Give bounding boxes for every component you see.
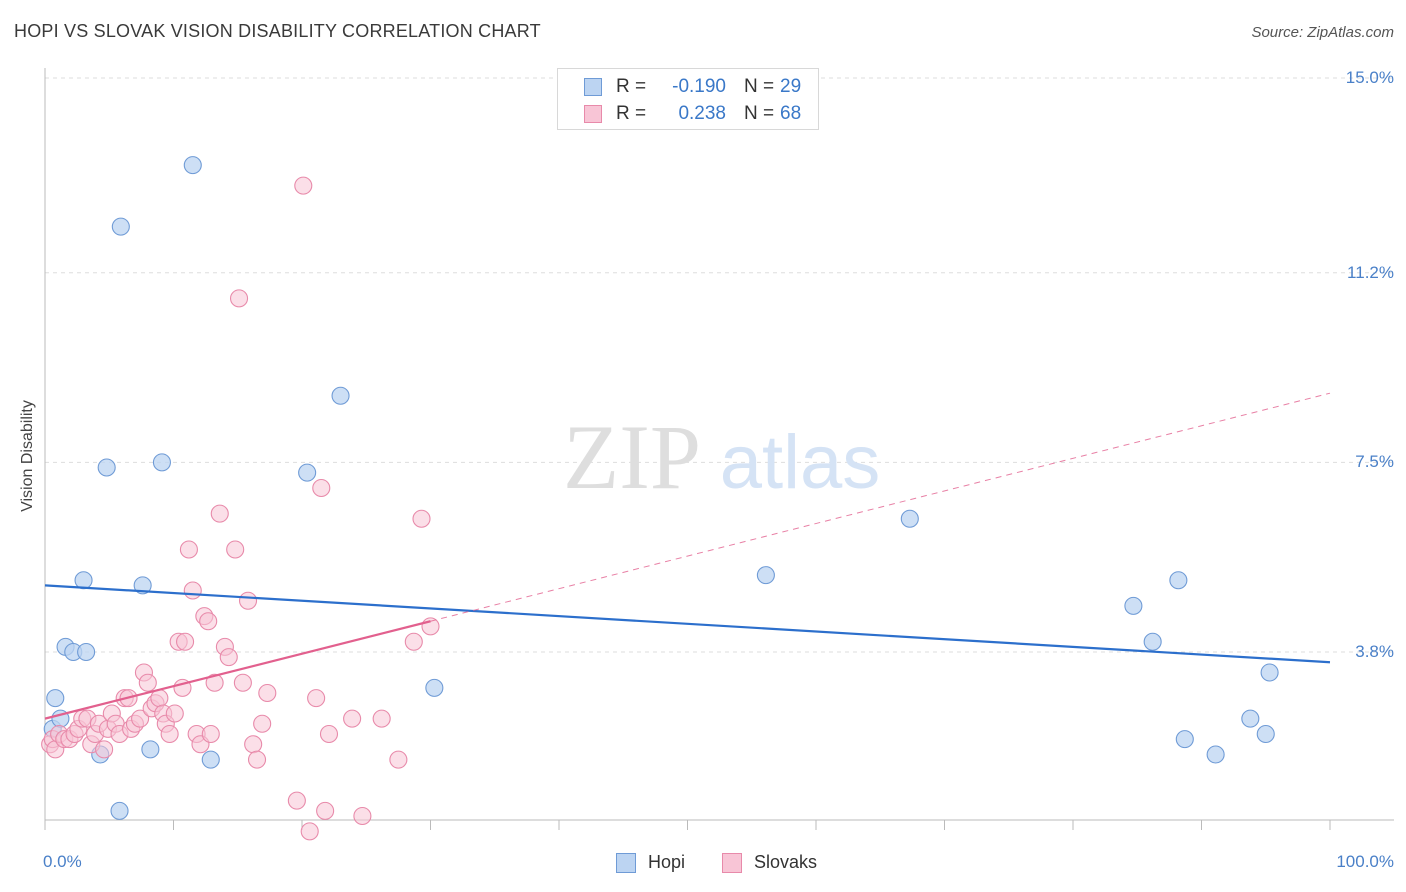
axes bbox=[44, 68, 1394, 830]
hopi-point bbox=[1124, 596, 1143, 615]
source-label: Source: ZipAtlas.com bbox=[1251, 24, 1394, 41]
slovak-point bbox=[316, 801, 335, 820]
y-tick-label: 7.5% bbox=[1355, 452, 1394, 472]
slovak-point bbox=[210, 504, 229, 523]
slovak-point bbox=[138, 673, 157, 692]
hopi-point bbox=[46, 689, 65, 708]
legend-item-hopi[interactable]: Hopi bbox=[616, 852, 685, 873]
slovak-point bbox=[353, 806, 372, 826]
slovak-point bbox=[199, 612, 218, 631]
legend-r-value: -0.190 bbox=[672, 76, 726, 97]
legend-n-label: N = bbox=[744, 76, 775, 97]
slovak-point bbox=[412, 509, 431, 528]
hopi-trendline bbox=[44, 584, 1331, 664]
y-tick-label: 15.0% bbox=[1345, 68, 1394, 87]
x-tick-label: 100.0% bbox=[1336, 852, 1394, 871]
slovak-point bbox=[179, 540, 198, 559]
slovak-point bbox=[372, 709, 391, 728]
legend-n-value: 68 bbox=[780, 103, 802, 124]
slovak-point bbox=[258, 683, 277, 703]
y-tick-label: 3.8% bbox=[1355, 642, 1394, 661]
slovak-point bbox=[253, 714, 272, 733]
legend-r-label: R = bbox=[616, 103, 647, 124]
hopi-point bbox=[331, 386, 350, 405]
chart-title: HOPI VS SLOVAK VISION DISABILITY CORRELA… bbox=[14, 21, 541, 41]
trendlines bbox=[44, 392, 1331, 720]
slovak-point bbox=[307, 689, 326, 708]
legend-row-slovaks: R = 0.238 N = 68 bbox=[584, 102, 801, 126]
hopi-point bbox=[1241, 709, 1260, 728]
slovak-point bbox=[238, 591, 258, 610]
slovak-point bbox=[160, 724, 179, 744]
slovak-point bbox=[233, 673, 252, 692]
slovak-point bbox=[247, 750, 267, 769]
watermark-zip: ZIP bbox=[563, 406, 701, 508]
hopi-point bbox=[1175, 730, 1194, 749]
hopi-point bbox=[74, 571, 93, 590]
hopi-legend-label: Hopi bbox=[648, 852, 686, 872]
correlation-legend: R = -0.190 N = 29 R = 0.238 N = 68 bbox=[557, 68, 819, 130]
gridlines bbox=[45, 77, 1394, 653]
hopi-point bbox=[152, 453, 171, 472]
slovak-point bbox=[294, 176, 313, 195]
slovak-swatch bbox=[584, 105, 602, 123]
slovak-point bbox=[300, 822, 319, 841]
hopi-point bbox=[201, 750, 220, 769]
slovak-point bbox=[404, 632, 423, 651]
legend-r-label: R = bbox=[616, 76, 647, 97]
slovak-point bbox=[312, 478, 331, 498]
slovak-point bbox=[219, 648, 238, 667]
hopi-point bbox=[1143, 632, 1162, 651]
slovak-point bbox=[201, 724, 220, 744]
slovak-legend-swatch bbox=[722, 852, 742, 873]
hopi-legend-swatch bbox=[616, 852, 636, 873]
hopi-point bbox=[1206, 745, 1225, 764]
slovak-point bbox=[421, 617, 440, 636]
hopi-point bbox=[110, 801, 129, 820]
hopi-point bbox=[111, 217, 130, 236]
slovak-point bbox=[229, 289, 249, 308]
legend-item-slovaks[interactable]: Slovaks bbox=[722, 852, 817, 873]
watermark-atlas: atlas bbox=[720, 420, 881, 505]
legend-row-hopi: R = -0.190 N = 29 bbox=[584, 75, 801, 99]
hopi-point bbox=[900, 509, 919, 528]
slovak-point bbox=[343, 709, 362, 728]
slovak-point bbox=[176, 632, 195, 651]
hopi-point bbox=[756, 566, 775, 585]
hopi-point bbox=[97, 458, 116, 477]
hopi-point bbox=[133, 576, 152, 595]
hopi-points bbox=[43, 156, 1279, 820]
hopi-point bbox=[183, 156, 202, 175]
x-tick-label: 0.0% bbox=[43, 852, 82, 871]
slovak-point bbox=[95, 740, 114, 759]
slovak-point bbox=[205, 673, 224, 692]
slovak-point bbox=[319, 724, 339, 744]
hopi-swatch bbox=[584, 78, 602, 96]
slovak-points bbox=[41, 176, 440, 841]
slovak-trendline bbox=[44, 620, 431, 720]
hopi-point bbox=[1256, 724, 1275, 744]
hopi-point bbox=[141, 740, 160, 759]
hopi-point bbox=[1260, 663, 1279, 682]
legend-n-label: N = bbox=[744, 103, 775, 124]
slovak-trendline-extension bbox=[430, 392, 1331, 622]
legend-r-value: 0.238 bbox=[678, 103, 726, 124]
hopi-point bbox=[1169, 571, 1188, 590]
hopi-point bbox=[298, 463, 317, 482]
y-tick-label: 11.2% bbox=[1347, 262, 1394, 282]
hopi-point bbox=[77, 642, 96, 662]
slovak-legend-label: Slovaks bbox=[754, 852, 818, 872]
series-legend: Hopi Slovaks bbox=[0, 852, 1406, 876]
slovak-point bbox=[244, 735, 263, 754]
slovak-point bbox=[183, 581, 202, 600]
hopi-point bbox=[425, 678, 444, 697]
slovak-point bbox=[226, 540, 245, 559]
slovak-point bbox=[165, 704, 184, 723]
legend-n-value: 29 bbox=[780, 76, 802, 97]
slovak-point bbox=[287, 791, 306, 810]
slovak-point bbox=[131, 709, 150, 728]
slovak-point bbox=[389, 750, 408, 769]
